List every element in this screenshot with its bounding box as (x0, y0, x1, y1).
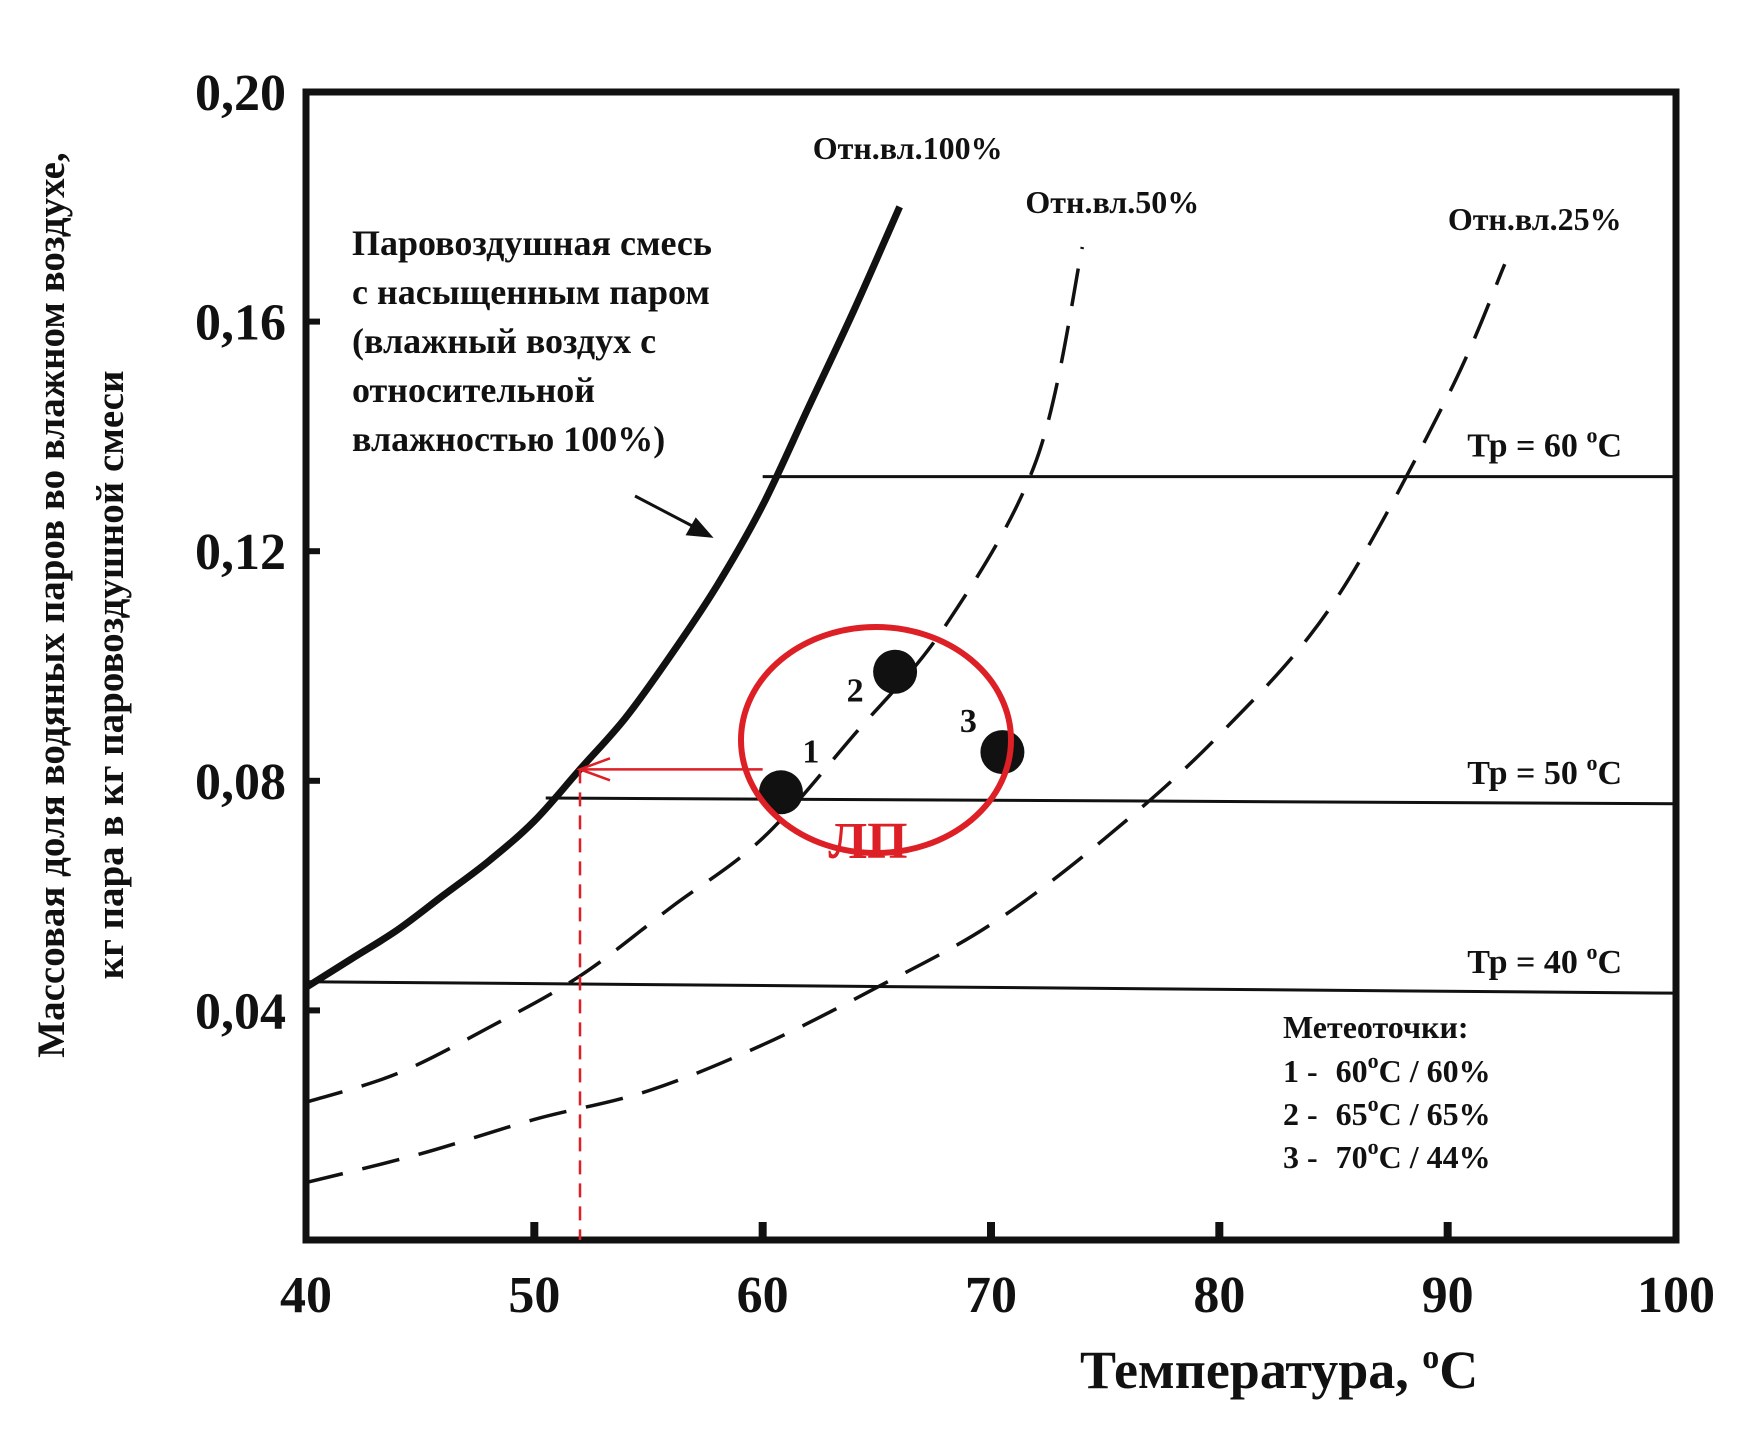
tick-layer: 40 50 60 70 80 90 100 0,04 0,08 0,12 0,16 0,20 (195, 65, 1715, 1324)
meteo-point-label: 1 (802, 733, 819, 770)
legend: Метеоточки: 1 - 60oC / 60% 2 - 65oC / 65… (1283, 1009, 1491, 1175)
annotation: Паровоздушная смесь с насыщенным паром (… (352, 223, 712, 459)
y-tick-label: 0,08 (195, 754, 286, 811)
meteo-point-label: 3 (960, 703, 977, 740)
annotation-line3: (влажный воздух с (352, 321, 656, 361)
x-tick-label: 60 (737, 1267, 789, 1324)
marker-layer: 12 3 (576, 649, 1025, 1240)
dew-point-label: Тр = 50 oC (1467, 750, 1622, 792)
annotation-arrow (634, 494, 714, 538)
series-line (304, 205, 903, 991)
y-tick-label: 0,04 (195, 983, 286, 1040)
x-tick-label: 80 (1193, 1267, 1245, 1324)
dew-point-layer: Тр = 60 oC Тр = 50 oC Тр = 40 oC (305, 423, 1677, 995)
x-tick-label: 40 (280, 1267, 332, 1324)
legend-item: 2 - 65oC / 65% (1283, 1091, 1491, 1132)
series-line (305, 246, 1085, 1104)
legend-title: Метеоточки: (1283, 1009, 1469, 1045)
y-axis-label-line2: кг пара в кг паровоздушной смеси (89, 371, 132, 980)
dew-point-label: Тр = 60 oC (1467, 423, 1622, 465)
y-tick-label: 0,12 (195, 524, 286, 581)
y-axis-label-line1: Массовая доля водяных паров во влажном в… (30, 152, 73, 1057)
series-layer: Отн.вл.100% Отн.вл.50% Отн.вл.25% (304, 130, 1622, 1185)
meteo-point (873, 649, 918, 694)
x-tick-label: 50 (508, 1267, 560, 1324)
dew-point-label: Тр = 40 oC (1467, 939, 1622, 981)
x-tick-label: 70 (965, 1267, 1017, 1324)
dew-point-line (545, 796, 1677, 806)
series-label: Отн.вл.100% (813, 130, 1003, 166)
dew-point-line (305, 980, 1677, 995)
meteo-point (980, 730, 1025, 775)
annotation-line1: Паровоздушная смесь (352, 223, 712, 263)
annotation-line4: относительной (352, 370, 595, 410)
region-circle (738, 624, 1014, 856)
legend-item: 3 - 70oC / 44% (1283, 1134, 1491, 1175)
meteo-point-label: 2 (847, 673, 864, 710)
x-axis-label-sup: o (1422, 1339, 1439, 1376)
annotation-line2: с насыщенным паром (352, 272, 710, 312)
x-tick-label: 100 (1637, 1267, 1715, 1324)
series-label: Отн.вл.50% (1025, 184, 1199, 220)
legend-item: 1 - 60oC / 60% (1283, 1048, 1491, 1089)
series-line (305, 263, 1507, 1185)
series-label: Отн.вл.25% (1448, 201, 1622, 237)
region-label: ЛП (828, 813, 907, 870)
y-tick-label: 0,20 (195, 65, 286, 122)
x-tick-label: 90 (1422, 1267, 1474, 1324)
x-axis-label: Температура, oC (1080, 1339, 1478, 1400)
x-axis-label-unit: C (1439, 1340, 1478, 1400)
y-tick-label: 0,16 (195, 295, 286, 352)
annotation-line5: влажностью 100%) (352, 419, 665, 459)
meteo-point (758, 770, 803, 815)
